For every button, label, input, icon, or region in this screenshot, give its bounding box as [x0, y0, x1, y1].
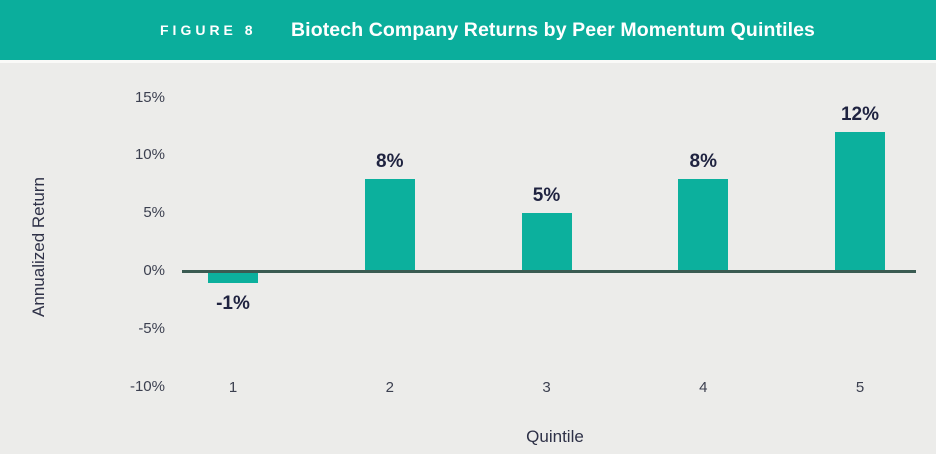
- y-tick-label: 10%: [134, 146, 165, 164]
- x-category-label: 1: [228, 379, 238, 396]
- bar-value-label: 5%: [532, 185, 561, 207]
- bar-value-label: 8%: [376, 150, 404, 172]
- x-category-label: 5: [855, 379, 865, 396]
- bar-quintile-1: [208, 271, 258, 283]
- x-category-label: 4: [699, 379, 708, 396]
- y-tick-label: 15%: [134, 88, 165, 106]
- bar-quintile-5: [835, 132, 885, 271]
- bar-quintile-2: [364, 178, 415, 271]
- x-category-label: 2: [385, 379, 394, 396]
- figure-title: Biotech Company Returns by Peer Momentum…: [291, 18, 815, 41]
- y-tick-label: 5%: [143, 204, 165, 222]
- bar-value-label: 12%: [840, 104, 880, 126]
- bar-quintile-4: [678, 178, 729, 271]
- figure-number-label: FIGURE 8: [160, 22, 257, 38]
- y-tick-label: -10%: [129, 377, 165, 395]
- header-divider: [0, 60, 936, 63]
- x-axis-title: Quintile: [526, 427, 584, 446]
- y-tick-label: -5%: [138, 319, 165, 337]
- bar-value-label: -1%: [216, 292, 250, 314]
- x-category-label: 3: [542, 379, 551, 396]
- bar-value-label: 8%: [689, 150, 717, 172]
- figure-header: FIGURE 8 Biotech Company Returns by Peer…: [0, 0, 936, 60]
- bar-quintile-3: [521, 213, 572, 271]
- y-tick-label: 0%: [143, 262, 165, 279]
- zero-axis-line: [182, 270, 916, 273]
